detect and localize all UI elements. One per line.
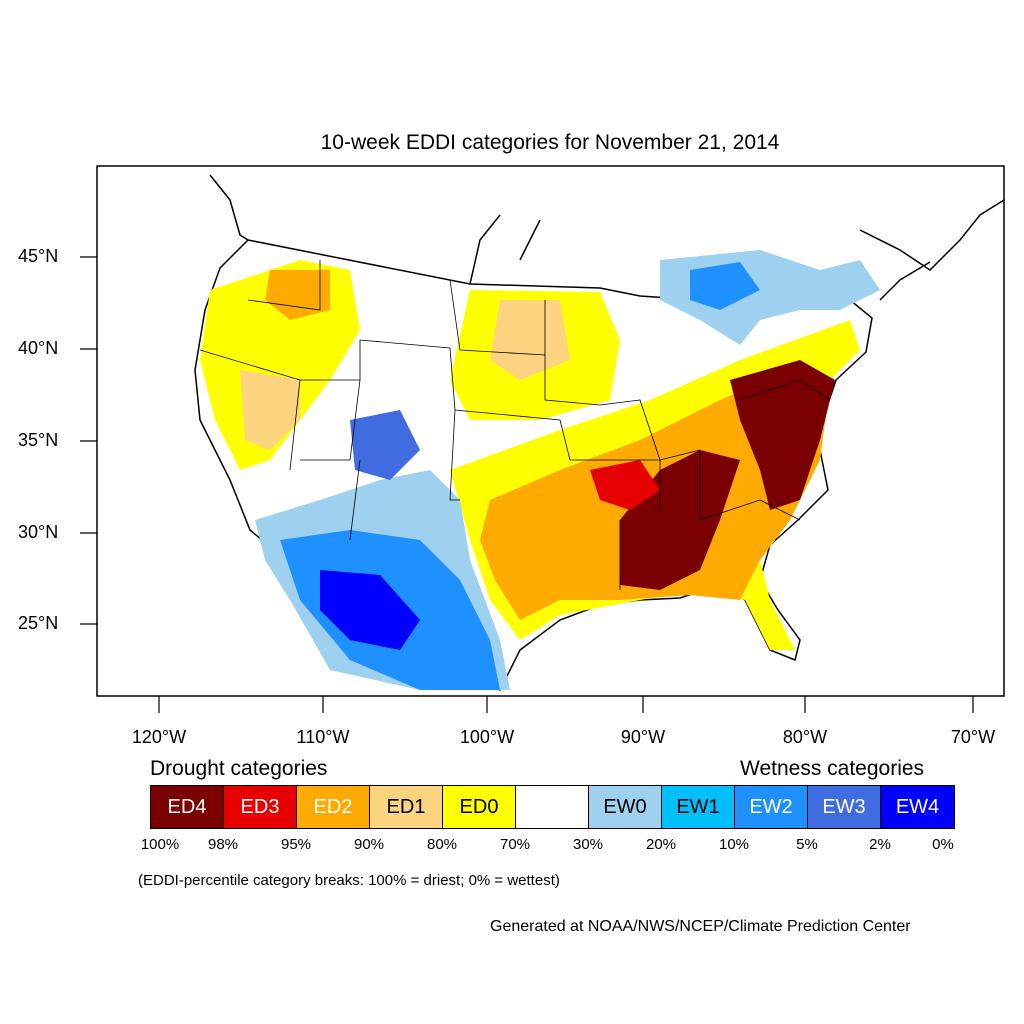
drought-categories-heading: Drought categories xyxy=(150,757,328,780)
break-label: 20% xyxy=(645,836,677,853)
legend-box-ed1: ED1 xyxy=(370,786,443,828)
lon-label-120w: 120°W xyxy=(131,727,187,747)
breaks-note: (EDDI-percentile category breaks: 100% =… xyxy=(138,872,560,889)
legend-box-ew3: EW3 xyxy=(808,786,881,828)
break-label: 100% xyxy=(140,836,180,853)
legend-box-ew2: EW2 xyxy=(735,786,808,828)
lat-label-25n: 25°N xyxy=(18,613,59,633)
legend-box-ew4: EW4 xyxy=(881,786,954,828)
drought-areas xyxy=(200,260,860,650)
state-boundaries xyxy=(199,260,831,590)
legend-box-ed4: ED4 xyxy=(151,786,224,828)
lon-label-110w: 110°W xyxy=(296,727,350,747)
lon-label-80w: 80°W xyxy=(782,727,828,747)
break-label: 10% xyxy=(718,836,750,853)
lon-label-70w: 70°W xyxy=(950,727,996,747)
break-label: 95% xyxy=(280,836,312,853)
legend-box-ew1: EW1 xyxy=(662,786,735,828)
break-label: 98% xyxy=(207,836,239,853)
break-label: 5% xyxy=(796,836,818,853)
legend-box-near-normal xyxy=(516,786,589,828)
legend-box-ew0: EW0 xyxy=(589,786,662,828)
category-legend: ED4 ED3 ED2 ED1 ED0 EW0 EW1 EW2 EW3 EW4 xyxy=(150,785,955,829)
lat-label-45n: 45°N xyxy=(18,246,59,266)
break-label: 30% xyxy=(572,836,604,853)
legend-box-ed2: ED2 xyxy=(297,786,370,828)
lat-label-30n: 30°N xyxy=(18,522,59,542)
wetness-categories-heading: Wetness categories xyxy=(740,757,925,780)
legend-box-ed0: ED0 xyxy=(443,786,516,828)
lat-label-35n: 35°N xyxy=(18,430,59,450)
lat-label-40n: 40°N xyxy=(18,338,59,358)
map-title: 10-week EDDI categories for November 21,… xyxy=(320,131,780,154)
legend-box-ed3: ED3 xyxy=(224,786,297,828)
break-label: 90% xyxy=(353,836,385,853)
break-label: 2% xyxy=(869,836,891,853)
lon-label-90w: 90°W xyxy=(620,727,666,747)
break-label: 0% xyxy=(932,836,954,853)
map-frame xyxy=(96,165,1005,697)
credit-line: Generated at NOAA/NWS/NCEP/Climate Predi… xyxy=(490,918,911,935)
lon-label-100w: 100°W xyxy=(459,727,515,747)
break-label: 70% xyxy=(499,836,531,853)
wetness-areas xyxy=(255,250,880,690)
break-label: 80% xyxy=(426,836,458,853)
